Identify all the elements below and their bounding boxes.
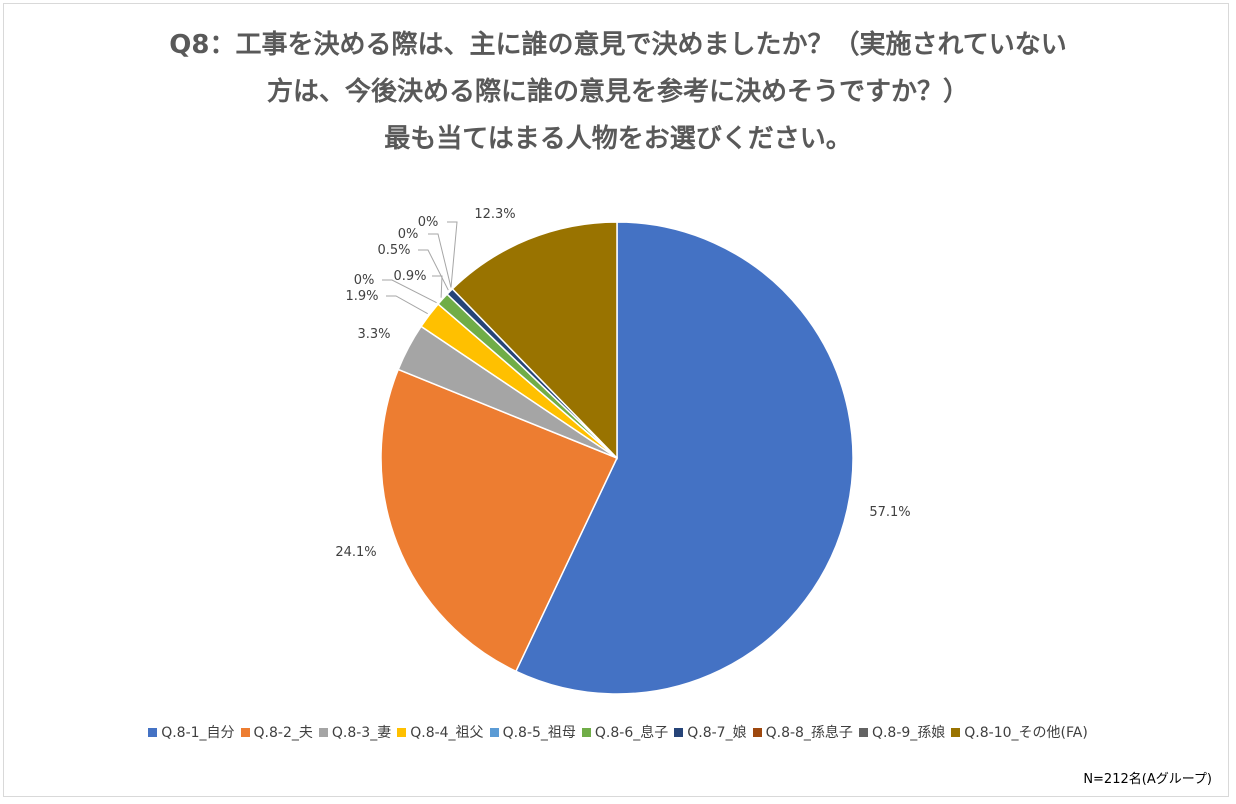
chart-title-line-1: Q8：工事を決める際は、主に誰の意見で決めましたか？（実施されていない bbox=[169, 30, 1067, 60]
leader-line-5 bbox=[382, 279, 437, 304]
leader-line-9 bbox=[447, 221, 458, 288]
data-label-6: 0.9% bbox=[393, 269, 426, 284]
data-label-7: 0.5% bbox=[377, 243, 410, 258]
legend-item-8: Q.8-8_孫息子 bbox=[752, 722, 853, 742]
legend-item-9: Q.8-9_孫娘 bbox=[858, 722, 946, 742]
legend-item-2: Q.8-2_夫 bbox=[240, 722, 313, 742]
pie-slice-10 bbox=[451, 221, 618, 460]
legend-swatch bbox=[489, 728, 499, 737]
sample-size-note: N=212名(Aグループ) bbox=[1083, 772, 1212, 787]
data-label-2: 24.1% bbox=[335, 545, 376, 560]
chart-title: Q8：工事を決める際は、主に誰の意見で決めましたか？（実施されていない 方は、今… bbox=[0, 22, 1236, 163]
legend-item-7: Q.8-7_娘 bbox=[674, 722, 747, 742]
chart-title-line-2: 方は、今後決める際に誰の意見を参考に決めそうですか？） bbox=[266, 77, 969, 107]
legend-swatch bbox=[240, 728, 250, 737]
data-label-10: 12.3% bbox=[474, 207, 515, 222]
data-label-4: 1.9% bbox=[345, 289, 378, 304]
pie-slice-1 bbox=[514, 221, 854, 695]
legend-label: Q.8-2_夫 bbox=[253, 725, 313, 741]
leader-line-4 bbox=[386, 295, 428, 315]
legend-swatch bbox=[752, 728, 762, 737]
data-label-5: 0% bbox=[354, 273, 375, 288]
leader-line-6 bbox=[432, 275, 443, 298]
legend-item-1: Q.8-1_自分 bbox=[148, 722, 235, 742]
pie-slice-2 bbox=[380, 368, 619, 673]
legend-swatch bbox=[318, 728, 328, 737]
leader-line-8 bbox=[428, 233, 452, 288]
legend-label: Q.8-5_祖母 bbox=[502, 725, 576, 741]
legend-swatch bbox=[148, 728, 158, 737]
legend-swatch bbox=[858, 728, 868, 737]
legend-swatch bbox=[674, 728, 684, 737]
legend-label: Q.8-1_自分 bbox=[161, 725, 235, 741]
chart-legend: Q.8-1_自分 Q.8-2_夫 Q.8-3_妻 Q.8-4_祖父 Q.8-5_祖母 Q.… bbox=[0, 722, 1236, 742]
legend-item-10: Q.8-10_その他(FA) bbox=[951, 722, 1088, 742]
legend-item-4: Q.8-4_祖父 bbox=[397, 722, 484, 742]
legend-label: Q.8-4_祖父 bbox=[410, 725, 484, 741]
legend-swatch bbox=[397, 728, 407, 737]
data-label-1: 57.1% bbox=[869, 505, 910, 520]
data-label-3: 3.3% bbox=[357, 327, 390, 342]
leader-line-7 bbox=[418, 249, 449, 291]
chart-title-line-3: 最も当てはまる人物をお選びください。 bbox=[384, 124, 852, 154]
legend-label: Q.8-8_孫息子 bbox=[765, 725, 853, 741]
data-label-8: 0% bbox=[398, 227, 419, 242]
legend-item-5: Q.8-5_祖母 bbox=[489, 722, 576, 742]
legend-label: Q.8-6_息子 bbox=[594, 725, 669, 741]
legend-swatch bbox=[581, 728, 591, 737]
chart-frame bbox=[3, 3, 1229, 797]
legend-item-3: Q.8-3_妻 bbox=[318, 722, 392, 742]
legend-item-6: Q.8-6_息子 bbox=[581, 722, 669, 742]
legend-label: Q.8-10_その他(FA) bbox=[964, 725, 1088, 741]
legend-label: Q.8-9_孫娘 bbox=[871, 725, 946, 741]
legend-label: Q.8-7_娘 bbox=[687, 725, 747, 741]
legend-label: Q.8-3_妻 bbox=[331, 725, 392, 741]
data-label-9: 0% bbox=[418, 215, 439, 230]
legend-swatch bbox=[951, 728, 961, 737]
